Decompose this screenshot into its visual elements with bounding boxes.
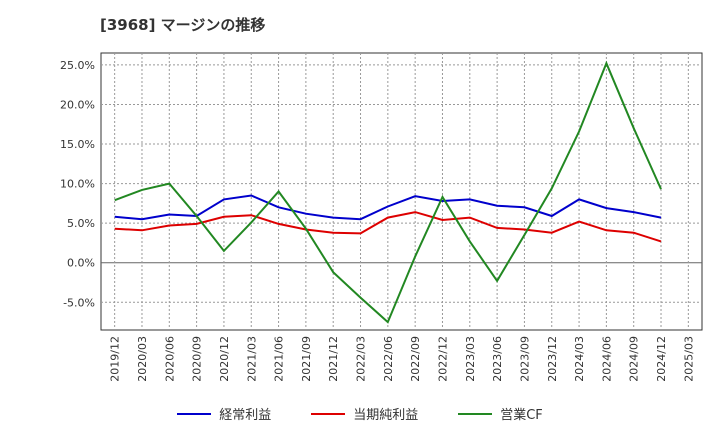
x-tick-label: 2024/09 (628, 336, 641, 382)
y-tick-label: 10.0% (60, 178, 95, 191)
x-tick-label: 2023/12 (546, 336, 559, 382)
y-tick-label: 20.0% (60, 98, 95, 111)
x-tick-label: 2024/12 (655, 336, 668, 382)
legend: 経常利益 当期純利益 営業CF (0, 404, 720, 423)
legend-label: 営業CF (500, 408, 543, 423)
legend-label: 当期純利益 (353, 408, 419, 423)
axis-layer: -5.0% 0.0% 5.0% 10.0% 15.0% 20.0% 25.0% 2019/12… (60, 59, 695, 382)
x-tick-label: 2020/12 (218, 336, 231, 382)
x-tick-label: 2024/06 (600, 336, 613, 382)
grid-layer (100, 52, 703, 331)
x-tick-label: 2023/06 (491, 336, 504, 382)
x-tick-label: 2021/09 (300, 336, 313, 382)
chart-title: [3968] マージンの推移 (100, 16, 266, 34)
series-line (114, 194, 662, 221)
legend-item: 当期純利益 (311, 404, 418, 423)
x-tick-label: 2021/06 (273, 336, 286, 382)
x-tick-label: 2023/03 (464, 336, 477, 382)
x-tick-label: 2019/12 (109, 336, 122, 382)
legend-item: 経常利益 (177, 404, 271, 423)
x-tick-label: 2023/09 (518, 336, 531, 382)
x-tick-label: 2025/03 (682, 336, 695, 382)
x-tick-label: 2022/12 (436, 336, 449, 382)
y-tick-label: 0.0% (67, 257, 95, 270)
y-tick-label: 15.0% (60, 138, 95, 151)
legend-swatch (458, 412, 493, 415)
x-tick-label: 2022/03 (355, 336, 368, 382)
legend-label: 経常利益 (219, 408, 272, 423)
series-line (114, 60, 662, 324)
y-tick-label: 5.0% (67, 217, 95, 230)
y-tick-label: 25.0% (60, 59, 95, 72)
x-tick-label: 2022/09 (409, 336, 422, 382)
x-tick-label: 2022/06 (382, 336, 395, 382)
legend-item: 営業CF (458, 404, 543, 423)
series-line (114, 211, 662, 243)
x-tick-label: 2021/12 (327, 336, 340, 382)
x-tick-label: 2020/03 (136, 336, 149, 382)
legend-swatch (177, 412, 212, 415)
x-tick-label: 2020/09 (191, 336, 204, 382)
x-tick-label: 2020/06 (163, 336, 176, 382)
legend-swatch (311, 412, 346, 415)
series-layer (114, 60, 662, 324)
x-tick-label: 2021/03 (245, 336, 258, 382)
y-tick-label: -5.0% (63, 296, 95, 309)
plot-frame (100, 52, 703, 331)
x-tick-label: 2024/03 (573, 336, 586, 382)
